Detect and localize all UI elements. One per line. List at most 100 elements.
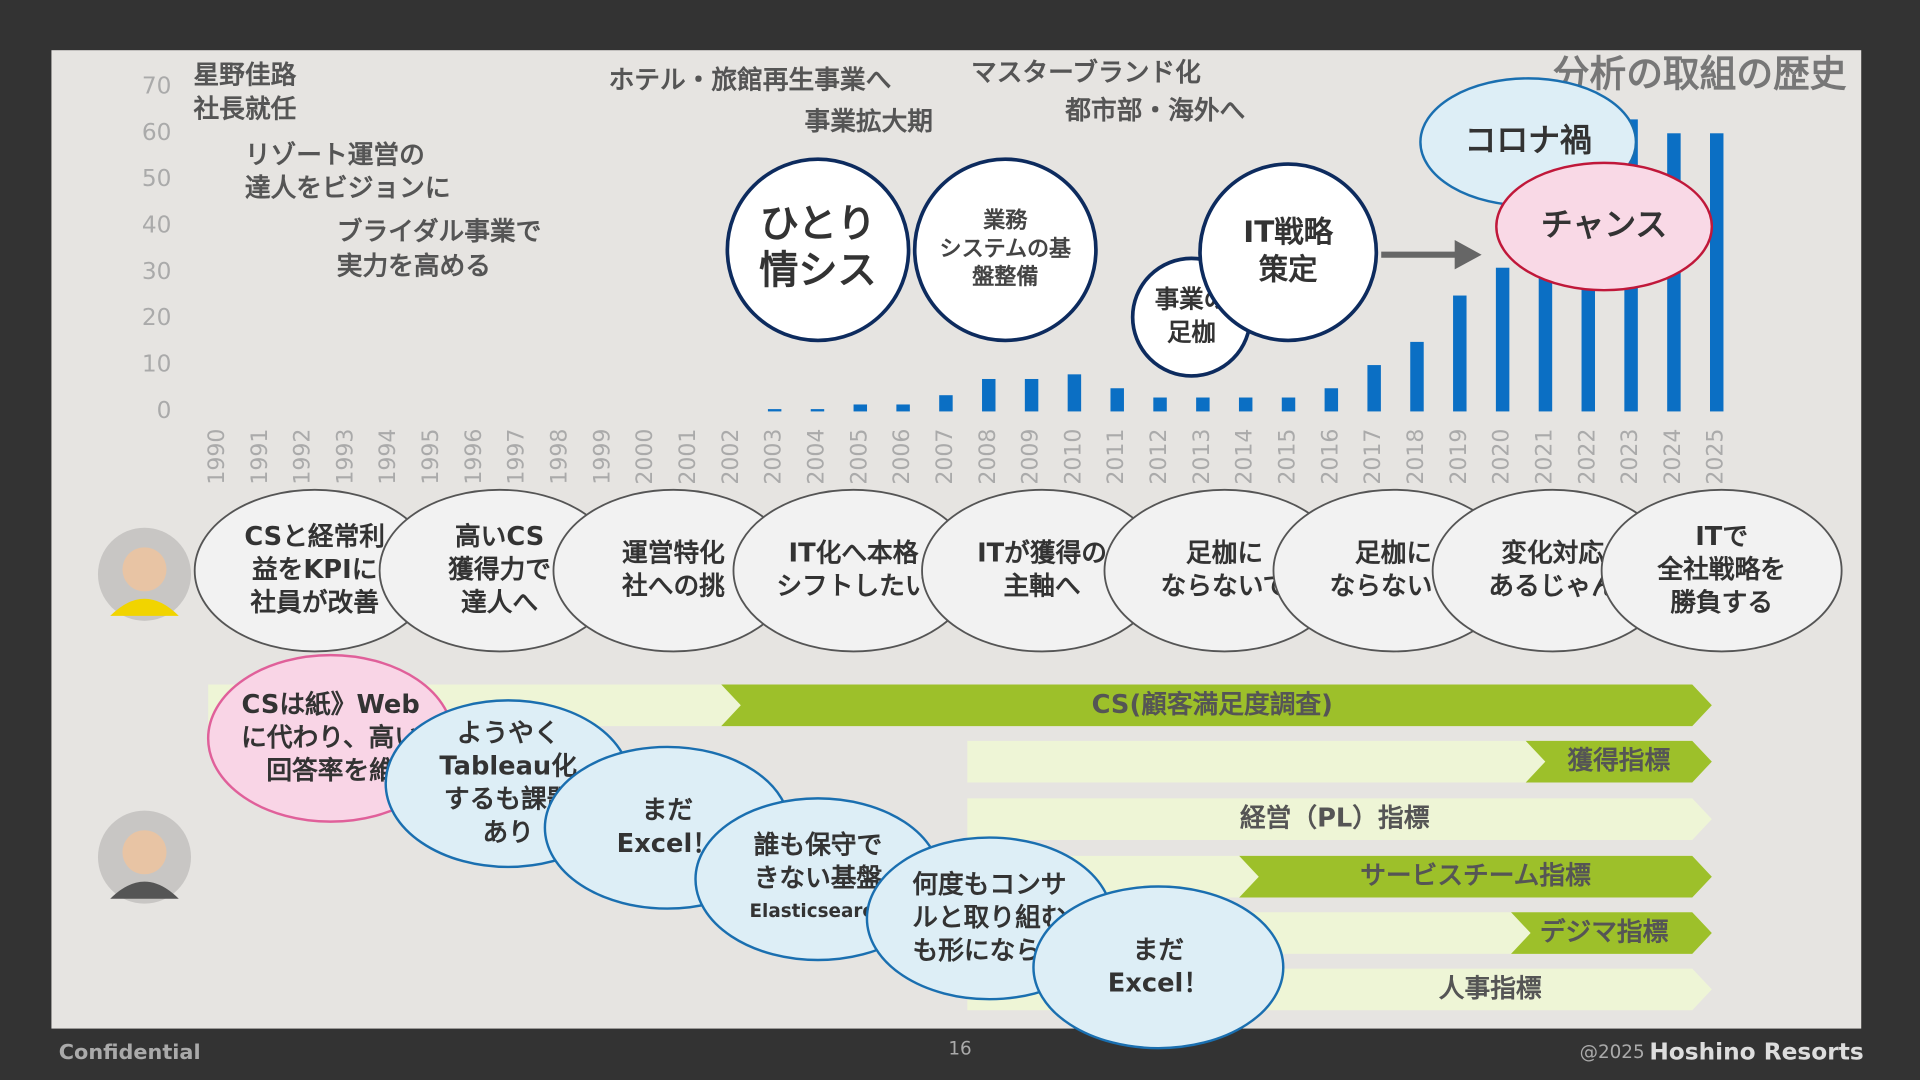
label-line: 足枷に <box>1355 539 1432 569</box>
band-dark <box>1525 740 1712 783</box>
label-line: Tableau化 <box>439 752 577 782</box>
x-tick-label: 2017 <box>1361 429 1386 485</box>
footer-left: Confidential <box>59 1040 201 1064</box>
chart-title: 分析の取組の歴史 <box>1553 52 1847 95</box>
label-line: IT戦略 <box>1243 215 1333 249</box>
brand: Hoshino Resorts <box>1649 1039 1863 1066</box>
x-tick-label: 2018 <box>1404 429 1429 485</box>
bar <box>1153 397 1167 412</box>
label-line: まだ <box>642 796 694 826</box>
label-line: 運営特化 <box>622 538 725 569</box>
label-line: チャンス <box>1541 206 1667 244</box>
bar <box>1238 397 1253 412</box>
label-line: 達人へ <box>461 588 538 618</box>
y-tick-label: 40 <box>142 212 172 239</box>
avatar-face <box>122 830 167 875</box>
label-line: 高いCS <box>455 521 544 552</box>
x-tick-label: 2015 <box>1276 429 1301 485</box>
x-tick-label: 1999 <box>590 429 615 485</box>
x-tick-label: 1993 <box>333 429 358 485</box>
label-line: あり <box>482 818 533 848</box>
bar <box>853 404 868 412</box>
x-tick-label: 2009 <box>1019 429 1044 485</box>
metric-label: CS(顧客満足度調査) <box>1092 689 1333 720</box>
label-line: リゾート運営の <box>245 141 425 171</box>
label-line: ルと取り組む <box>912 902 1066 933</box>
label-line: ホテル・旅館再生事業へ <box>609 64 892 95</box>
label-line: 勝負する <box>1670 588 1773 618</box>
metric-label: サービスチーム指標 <box>1360 861 1591 891</box>
bar <box>1495 267 1510 412</box>
label-line: 全社戦略を <box>1656 554 1786 585</box>
bar <box>1453 295 1467 412</box>
y-tick-label: 0 <box>157 397 172 424</box>
label-line: 何度もコンサ <box>912 869 1066 900</box>
label-line: あるじゃん <box>1488 572 1617 602</box>
x-tick-label: 2010 <box>1061 429 1086 485</box>
label-line: マスターブランド化 <box>971 57 1201 88</box>
x-tick-label: 1990 <box>205 429 230 485</box>
avatar-face <box>122 547 167 592</box>
bar <box>1324 388 1339 412</box>
x-tick-label: 2022 <box>1575 429 1600 485</box>
y-tick-label: 30 <box>142 258 172 285</box>
label-line: 足枷に <box>1186 539 1263 569</box>
label-line: 都市部・海外へ <box>1064 95 1245 126</box>
milestone-circle <box>1198 162 1379 343</box>
page-number: 16 <box>948 1038 971 1059</box>
x-tick-label: 2014 <box>1233 429 1258 485</box>
label-line: 星野佳路 <box>193 59 296 90</box>
label-line: に代わり、高い <box>241 722 420 753</box>
label-line: 誰も保守で <box>754 830 883 861</box>
label-line: 社長就任 <box>193 94 296 125</box>
label-line: 社員が改善 <box>250 587 379 618</box>
x-tick-label: 2005 <box>847 429 872 485</box>
label-line: Elasticsearch <box>750 901 887 922</box>
bar <box>1196 397 1210 412</box>
label-line: ならないで <box>1161 572 1289 602</box>
bar <box>810 409 825 412</box>
label-line: 盤整備 <box>972 264 1038 290</box>
x-tick-label: 2012 <box>1147 429 1172 485</box>
x-tick-label: 2013 <box>1190 429 1215 485</box>
label-line: 実力を高める <box>337 250 491 281</box>
x-tick-label: 1997 <box>505 429 530 485</box>
band-light <box>967 740 1712 783</box>
label-line: 足枷 <box>1167 318 1216 347</box>
label-line: CSは紙》Web <box>241 689 419 720</box>
x-tick-label: 1996 <box>462 429 487 485</box>
x-tick-label: 1992 <box>291 429 316 485</box>
bar <box>1367 365 1381 412</box>
y-tick-label: 50 <box>142 165 172 192</box>
metric-label: デジマ指標 <box>1540 917 1669 948</box>
label-line: 策定 <box>1259 253 1318 287</box>
x-tick-label: 2003 <box>762 429 787 485</box>
bar <box>939 395 953 412</box>
label-line: 業務 <box>983 208 1028 234</box>
label-line: 達人をビジョンに <box>245 174 451 204</box>
x-tick-label: 1991 <box>248 429 273 485</box>
avatar-body <box>110 598 179 616</box>
label-line: 変化対応 <box>1501 538 1604 569</box>
bar <box>896 404 910 412</box>
label-line: 主軸へ <box>1003 572 1080 602</box>
x-tick-label: 2002 <box>719 429 744 485</box>
staff-bubble <box>1032 885 1285 1050</box>
label-line: ようやく <box>457 719 560 749</box>
x-tick-label: 2006 <box>890 429 915 485</box>
metric-label: 人事指標 <box>1439 974 1542 1004</box>
avatar-body <box>110 881 179 899</box>
band-dark <box>721 684 1712 727</box>
arrow-head <box>1454 240 1482 270</box>
bar <box>1110 388 1124 412</box>
label-line: 社への挑 <box>622 571 725 602</box>
band-dark <box>1239 855 1712 898</box>
x-tick-label: 2021 <box>1532 429 1557 485</box>
label-line: IT化へ本格 <box>789 538 919 569</box>
x-tick-label: 2019 <box>1447 429 1472 485</box>
x-tick-label: 2001 <box>676 429 701 485</box>
x-tick-label: 2000 <box>633 429 658 485</box>
metric-label: 経営（PL）指標 <box>1240 803 1430 834</box>
